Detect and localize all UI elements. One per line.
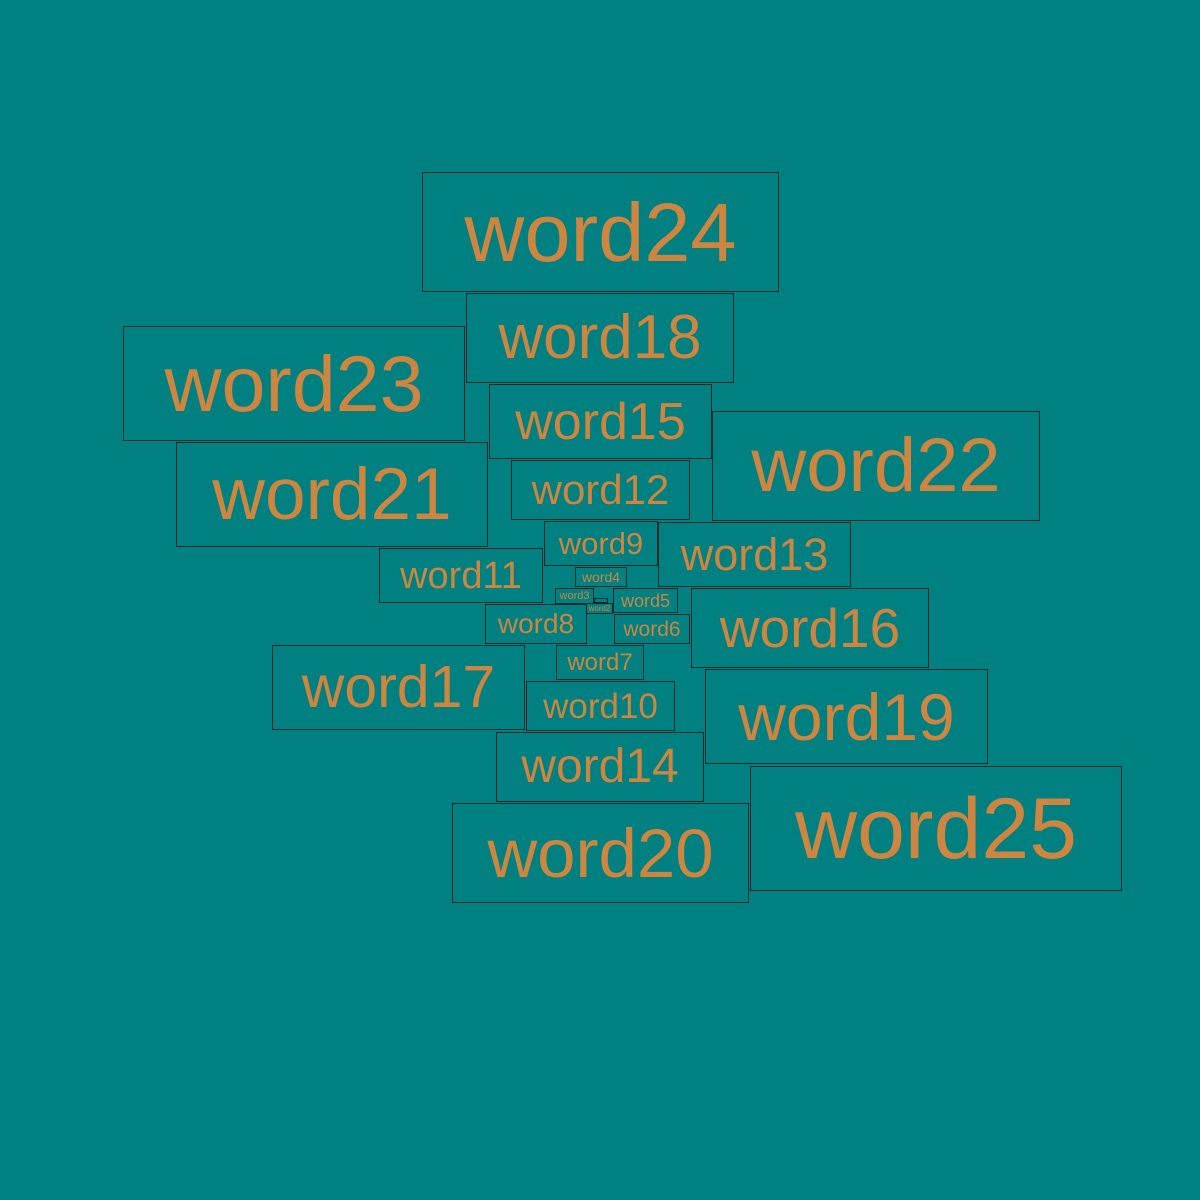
word-box-17: word17 [272,645,525,730]
word-box-18: word18 [466,293,734,383]
word-box-13: word13 [658,522,851,587]
word-box-5: word5 [613,588,678,613]
word-box-2: word2 [586,603,613,614]
word-box-9: word9 [544,521,658,566]
word-box-12: word12 [511,460,690,520]
word-box-24: word24 [422,172,779,292]
word-box-1 [594,598,608,603]
word-box-16: word16 [691,588,929,668]
word-box-10: word10 [526,681,675,731]
word-box-4: word4 [575,567,627,587]
word-box-14: word14 [496,732,704,802]
word-box-19: word19 [705,669,988,764]
word-box-3: word3 [555,588,594,604]
word-box-6: word6 [614,614,690,644]
word-box-21: word21 [176,442,488,547]
word-box-7: word7 [556,645,644,680]
word-box-11: word11 [379,548,543,603]
word-box-20: word20 [452,803,749,903]
word-box-25: word25 [750,766,1122,891]
word-box-8: word8 [485,604,587,644]
word-box-23: word23 [123,326,465,441]
word-box-15: word15 [489,384,712,459]
word-box-22: word22 [712,411,1040,521]
